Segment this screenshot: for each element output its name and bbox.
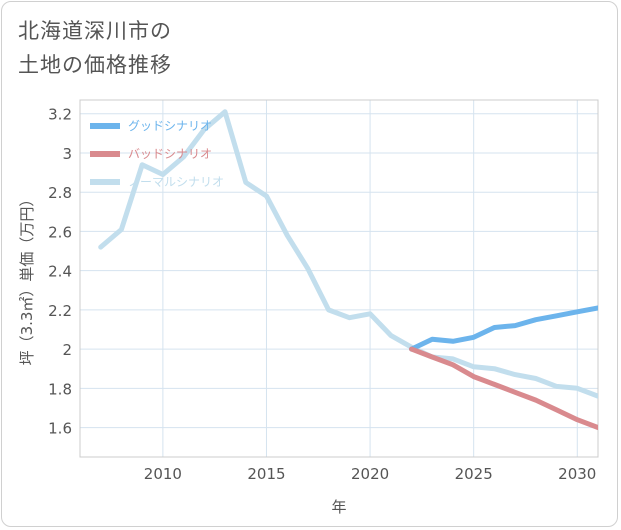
y-tick-label: 1.8: [48, 380, 72, 398]
title-line-1: 北海道深川市の: [18, 19, 172, 43]
title-line-2: 土地の価格推移: [18, 53, 172, 77]
y-tick-label: 2.6: [48, 223, 72, 241]
chart-title: 北海道深川市の 土地の価格推移: [18, 14, 172, 82]
y-tick-label: 3.2: [48, 106, 72, 124]
x-tick-label: 2015: [247, 465, 285, 483]
y-tick-label: 2.4: [48, 263, 72, 281]
y-tick-label: 2.2: [48, 302, 72, 320]
y-axis-label: 坪（3.3㎡）単価（万円）: [18, 192, 36, 366]
x-tick-label: 2030: [558, 465, 596, 483]
y-tick-label: 2.8: [48, 184, 72, 202]
x-tick-label: 2020: [351, 465, 389, 483]
y-tick-label: 3: [62, 145, 72, 163]
series-line-0: [409, 305, 598, 352]
y-tick-label: 2: [62, 341, 72, 359]
series-line-1: [409, 346, 598, 431]
legend-label: グッドシナリオ: [128, 119, 212, 133]
y-tick-label: 1.6: [48, 420, 72, 438]
grid-lines: [80, 100, 598, 457]
x-axis-label: 年: [331, 498, 346, 516]
x-tick-label: 2025: [455, 465, 493, 483]
series-layer: [98, 109, 598, 431]
legend-label: ノーマルシナリオ: [128, 175, 224, 189]
axis-ticks: 1.6 1.8 2 2.2 2.4 2.6 2.8 3 3.2 2010 2015 2020 2025 2…: [48, 106, 596, 483]
legend-label: バッドシナリオ: [128, 147, 212, 161]
plot-area: [79, 99, 599, 458]
x-tick-label: 2010: [144, 465, 182, 483]
series-line-2: [98, 109, 598, 399]
